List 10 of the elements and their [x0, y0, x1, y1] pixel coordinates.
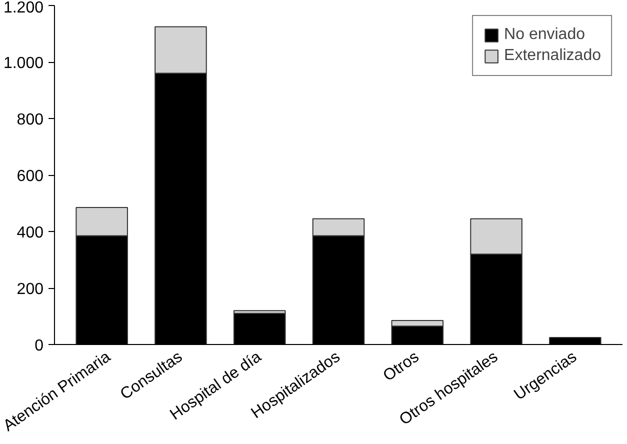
y-tick-label: 800 — [16, 112, 44, 128]
y-tick-label: 1.000 — [3, 55, 44, 72]
y-tick-label: 400 — [16, 224, 44, 242]
y-tick-label: 600 — [16, 168, 44, 185]
y-tick-label: 200 — [16, 281, 44, 298]
y-tick-label: 0 — [34, 338, 44, 354]
x-tick-label: Otros — [380, 348, 422, 385]
y-tick-label: 1.200 — [3, 0, 44, 16]
legend-label: Externalizado — [504, 47, 601, 65]
legend-label: No enviado — [504, 26, 585, 44]
